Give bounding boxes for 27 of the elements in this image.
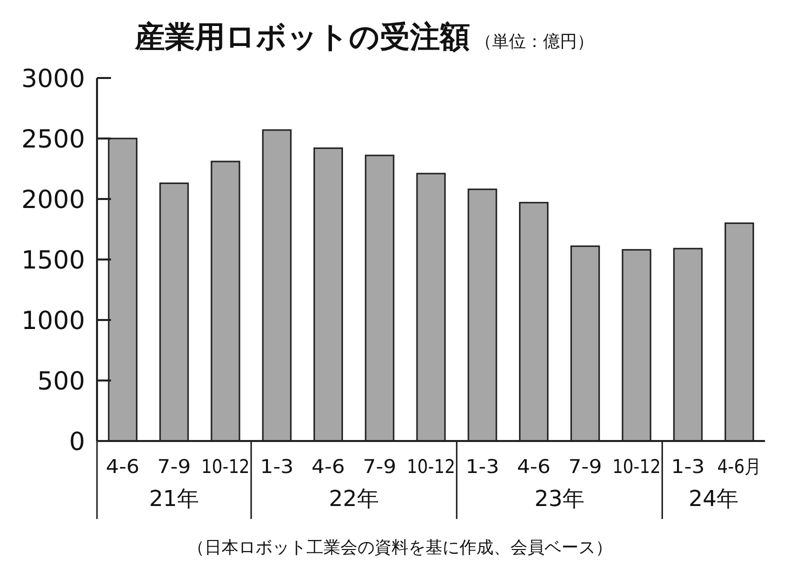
y-tick-label: 1000 (21, 306, 85, 335)
x-tick-label: 10-12 (201, 456, 256, 478)
y-tick-label: 2500 (21, 124, 85, 154)
x-tick-label: 4-6月 (717, 456, 768, 478)
x-tick-label: 4-6 (517, 456, 551, 478)
y-tick-label: 0 (69, 427, 85, 456)
y-tick-label: 3000 (21, 64, 85, 93)
text: 23年 (534, 487, 584, 512)
y-tick-label: 500 (37, 366, 85, 396)
text: 22年 (328, 487, 379, 512)
x-tick-label: 4-6 (106, 456, 140, 478)
x-tick-label: 1-3 (466, 456, 500, 478)
y-tick-label: 1500 (21, 246, 85, 274)
x-tick-label: 1-3 (671, 456, 705, 478)
x-tick-label: 7-9 (157, 456, 191, 478)
text: （日本ロボット工業会の資料を基に作成、会員ベース） (188, 538, 612, 558)
y-tick-label: 2000 (21, 185, 85, 214)
chart-title: 産業用ロボットの受注額 (134, 20, 470, 55)
x-tick-label: 4-6 (311, 456, 345, 478)
x-tick-label: 1-3 (260, 456, 294, 478)
x-tick-label: 10-12 (612, 456, 668, 478)
x-tick-label: 7-9 (362, 456, 396, 478)
x-tick-label: 10-12 (406, 456, 462, 478)
x-tick-label: 7-9 (568, 456, 602, 478)
chart-subtitle: （単位：億円） (475, 32, 594, 52)
text: 21年 (149, 487, 200, 512)
text: 24年 (688, 487, 739, 512)
